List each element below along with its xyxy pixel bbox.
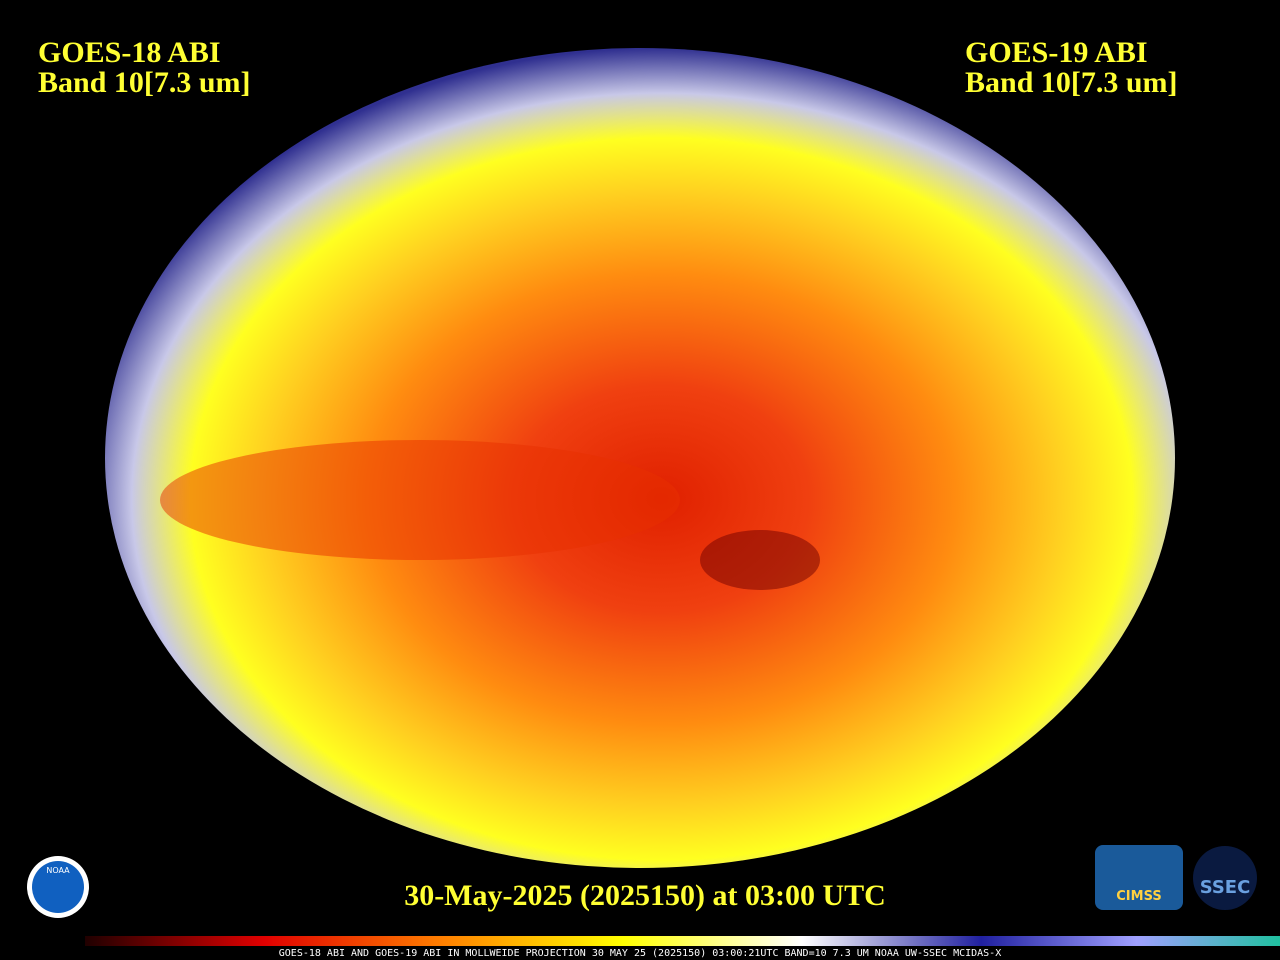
right-band: Band 10[7.3 um] [965, 66, 1178, 99]
left-satellite: GOES-18 ABI [38, 36, 221, 69]
moisture-band [160, 440, 680, 560]
cimss-text: CIMSS [1116, 889, 1161, 904]
earth-disk [105, 48, 1175, 868]
left-band: Band 10[7.3 um] [38, 66, 251, 99]
noaa-text: NOAA [46, 866, 70, 875]
ssec-text: SSEC [1200, 877, 1251, 898]
timestamp: 30-May-2025 (2025150) at 03:00 UTC [404, 879, 886, 912]
footer-text: GOES-18 ABI AND GOES-19 ABI IN MOLLWEIDE… [279, 948, 1001, 959]
noaa-logo-inner [32, 861, 84, 913]
color-bar [85, 936, 1280, 946]
right-satellite: GOES-19 ABI [965, 36, 1148, 69]
ssec-logo [1193, 846, 1257, 910]
dry-region [700, 530, 820, 590]
cimss-logo [1095, 845, 1183, 910]
